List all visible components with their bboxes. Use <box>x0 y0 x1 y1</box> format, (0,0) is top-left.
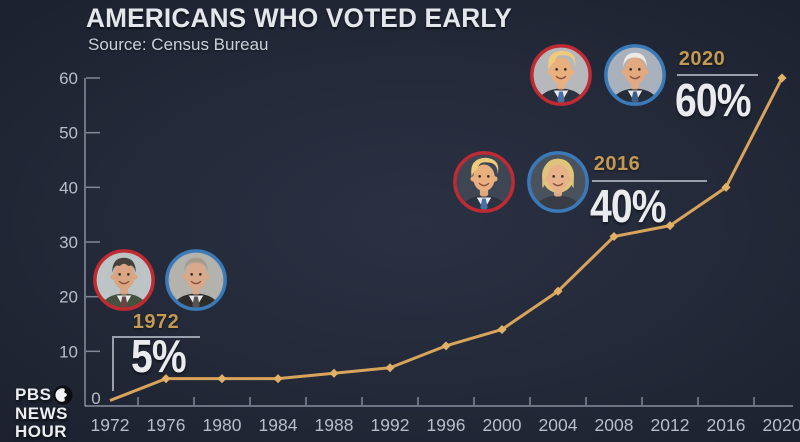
y-axis-label: 0 <box>91 389 100 408</box>
y-axis-label: 20 <box>59 288 78 307</box>
x-axis-label: 1992 <box>371 415 410 435</box>
callout-bracket-top <box>112 336 200 338</box>
mcgovern-avatar-icon <box>164 248 228 312</box>
logo-line-hour: HOUR <box>15 422 68 441</box>
trend-line <box>109 77 784 402</box>
data-point-marker <box>385 363 395 373</box>
x-axis-label: 1984 <box>259 415 298 435</box>
callout-year-label: 1972 <box>132 311 180 333</box>
callout-underline <box>592 180 707 182</box>
clinton-avatar-icon <box>526 150 590 214</box>
data-point-marker <box>273 374 283 384</box>
y-axis-label: 50 <box>59 124 78 143</box>
x-axis-label: 1988 <box>315 415 354 435</box>
y-axis-label: 60 <box>59 69 78 88</box>
x-axis-label: 2020 <box>763 415 800 435</box>
source-label: Source: Census Bureau <box>88 35 269 54</box>
x-axis-label: 1972 <box>91 415 130 435</box>
y-axis-label: 10 <box>59 342 78 361</box>
callout-underline <box>677 74 758 76</box>
pbs-newshour-logo: PBS NEWS HOUR <box>15 385 73 441</box>
x-axis-label: 2012 <box>651 415 690 435</box>
callout-year-label: 2016 <box>593 153 641 175</box>
callout-value-label: 5% <box>131 330 187 382</box>
page-title: AMERICANS WHO VOTED EARLY <box>86 3 512 33</box>
x-axis-label: 2016 <box>707 415 746 435</box>
callout-value-label: 60% <box>675 74 752 126</box>
x-axis-label: 1996 <box>427 415 466 435</box>
data-point-marker <box>217 374 227 384</box>
x-axis-label: 2004 <box>539 415 578 435</box>
callout-bracket-side <box>112 336 114 391</box>
pbs-head-icon <box>53 385 73 405</box>
trump-avatar-icon <box>529 43 593 107</box>
data-point-marker <box>161 374 171 384</box>
x-axis-label: 2000 <box>483 415 522 435</box>
y-axis-label: 40 <box>59 178 78 197</box>
x-axis-label: 1976 <box>147 415 186 435</box>
biden-avatar-icon <box>603 43 667 107</box>
y-axis-label: 30 <box>59 233 78 252</box>
data-point-marker <box>329 368 339 378</box>
callout-value-label: 40% <box>590 180 667 232</box>
callout-year-label: 2020 <box>678 48 726 70</box>
x-axis-label: 2008 <box>595 415 634 435</box>
trump-avatar-icon <box>452 150 516 214</box>
x-axis-label: 1980 <box>203 415 242 435</box>
data-point-marker <box>441 341 451 351</box>
logo-line-news: NEWS <box>15 404 68 423</box>
logo-line-pbs: PBS <box>15 385 52 404</box>
nixon-avatar-icon <box>92 248 156 312</box>
